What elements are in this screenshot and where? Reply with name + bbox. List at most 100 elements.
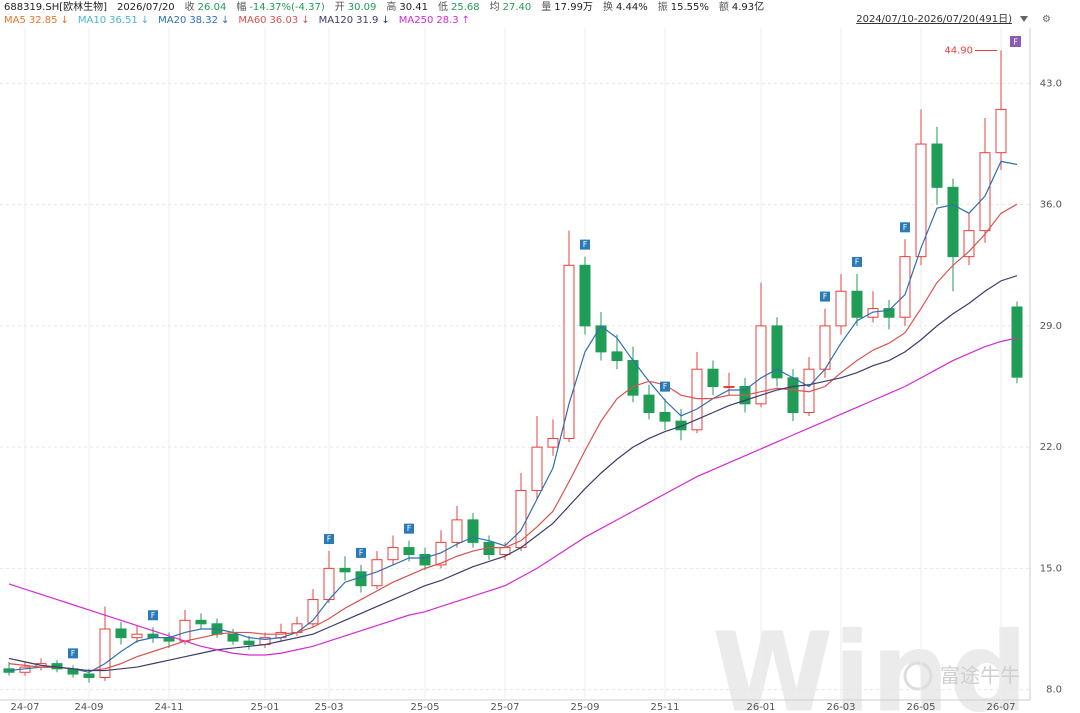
f-marker (900, 222, 910, 233)
legend-trend: ↓ (60, 15, 68, 26)
header-label: 额 (719, 0, 729, 13)
y-tick-label: 36.0 (1040, 200, 1062, 211)
candle-body (467, 519, 479, 543)
ma-line (8, 203, 1018, 672)
header-value: 26.04 (198, 2, 227, 13)
x-tick-label: 25-11 (650, 702, 679, 713)
dropdown-arrow[interactable] (1020, 16, 1028, 22)
candle-body (371, 559, 383, 587)
legend-trend: ↓ (301, 15, 309, 26)
f-marker (356, 547, 366, 558)
header-label: 换 (603, 0, 613, 13)
x-tick-label: 24-11 (154, 702, 183, 713)
f-marker (148, 610, 158, 621)
f-marker (852, 256, 862, 267)
header-value: 4.93亿 (732, 0, 764, 13)
header-label: 幅 (236, 0, 246, 13)
f-marker-label: F (903, 223, 908, 232)
ma-line (8, 275, 1018, 672)
flag-marker (1010, 36, 1021, 47)
x-tick-label: 25-01 (250, 702, 279, 713)
f-marker (404, 523, 414, 534)
candle-body (387, 547, 399, 561)
f-marker (660, 381, 670, 392)
candle-body (179, 619, 191, 642)
legend-name: MA120 (319, 15, 354, 26)
legend-name: MA60 (238, 15, 266, 26)
header-value: 15.55% (671, 2, 709, 13)
candle-body (323, 567, 335, 601)
legend-value: 32.85 (29, 15, 58, 26)
date-range[interactable]: 2024/07/10-2026/07/20(491日) (856, 14, 1012, 25)
candle-body (979, 152, 991, 232)
x-tick-label: 26-07 (986, 702, 1015, 713)
candle-body (643, 394, 655, 413)
candle-body (1011, 306, 1023, 378)
candle-body (227, 633, 239, 642)
settings-icon[interactable]: ⚙ (1042, 14, 1051, 25)
candle-body (883, 308, 895, 318)
candle-body (755, 325, 767, 405)
f-marker-label: F (71, 649, 76, 658)
candle-body (915, 143, 927, 258)
candle-body (307, 599, 319, 625)
header-value: 25.68 (451, 2, 480, 13)
header-value: 688319.SH[欧林生物] (4, 0, 107, 13)
header-label: 高 (386, 0, 396, 13)
header-label: 振 (658, 0, 668, 13)
candle-body (851, 290, 863, 318)
candle-body (787, 377, 799, 413)
peak-label: 44.90 (944, 46, 973, 57)
candle-body (435, 541, 447, 566)
x-tick-label: 26-03 (826, 702, 855, 713)
legend-trend: ↓ (141, 15, 149, 26)
x-tick-label: 26-01 (746, 702, 775, 713)
f-marker-label: F (327, 535, 332, 544)
x-tick-label: 25-07 (490, 702, 519, 713)
y-tick-label: 43.0 (1040, 78, 1062, 89)
legend-trend: ↑ (462, 15, 470, 26)
candle-body (995, 108, 1007, 154)
legend-value: 31.9 (356, 15, 378, 26)
logo-icon (903, 661, 933, 691)
ma-line (8, 160, 1018, 673)
x-tick-label: 25-03 (314, 702, 343, 713)
candle-body (547, 437, 559, 448)
candle-body (115, 628, 127, 639)
legend-name: MA5 (4, 15, 26, 26)
y-tick-label: 22.0 (1040, 442, 1062, 453)
candle-body (499, 547, 511, 556)
candle-body (691, 368, 703, 431)
x-tick-label: 24-09 (74, 702, 103, 713)
candle-body (339, 567, 351, 573)
header-value: 30.41 (399, 2, 428, 13)
candle-body (595, 325, 607, 353)
header-value: 30.09 (348, 2, 377, 13)
candle-body (243, 640, 255, 646)
header-label: 均 (490, 1, 500, 13)
candle-body (611, 351, 623, 362)
candle-body (419, 554, 431, 566)
f-marker-label: F (663, 382, 668, 391)
candle-body (947, 186, 959, 258)
flag-marker-label: F (1013, 38, 1018, 47)
x-tick-label: 25-09 (570, 702, 599, 713)
f-marker (820, 291, 830, 302)
header-label: 低 (438, 0, 448, 13)
candle-body (771, 325, 783, 379)
y-tick-label: 8.0 (1046, 685, 1062, 696)
candle-body (899, 256, 911, 318)
f-marker-label: F (359, 548, 364, 557)
x-tick-label: 26-05 (906, 702, 935, 713)
candle-body (563, 264, 575, 439)
candle-body (403, 547, 415, 556)
legend-name: MA250 (399, 15, 434, 26)
header-value: 2026/07/20 (117, 2, 175, 13)
f-marker (580, 239, 590, 250)
header-value: -14.37%(-4.37) (249, 2, 325, 13)
header-label: 开 (335, 2, 345, 13)
candle-body (675, 420, 687, 431)
candle-body (99, 628, 111, 678)
f-marker-label: F (855, 257, 860, 266)
